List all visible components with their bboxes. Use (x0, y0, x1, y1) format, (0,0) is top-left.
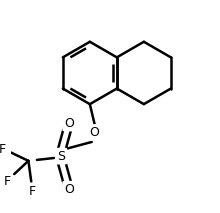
Text: S: S (57, 150, 66, 163)
Text: F: F (29, 185, 36, 198)
Text: O: O (64, 117, 74, 130)
Text: F: F (0, 143, 6, 156)
Text: O: O (90, 126, 99, 139)
Text: F: F (4, 175, 11, 188)
Text: O: O (64, 183, 74, 196)
